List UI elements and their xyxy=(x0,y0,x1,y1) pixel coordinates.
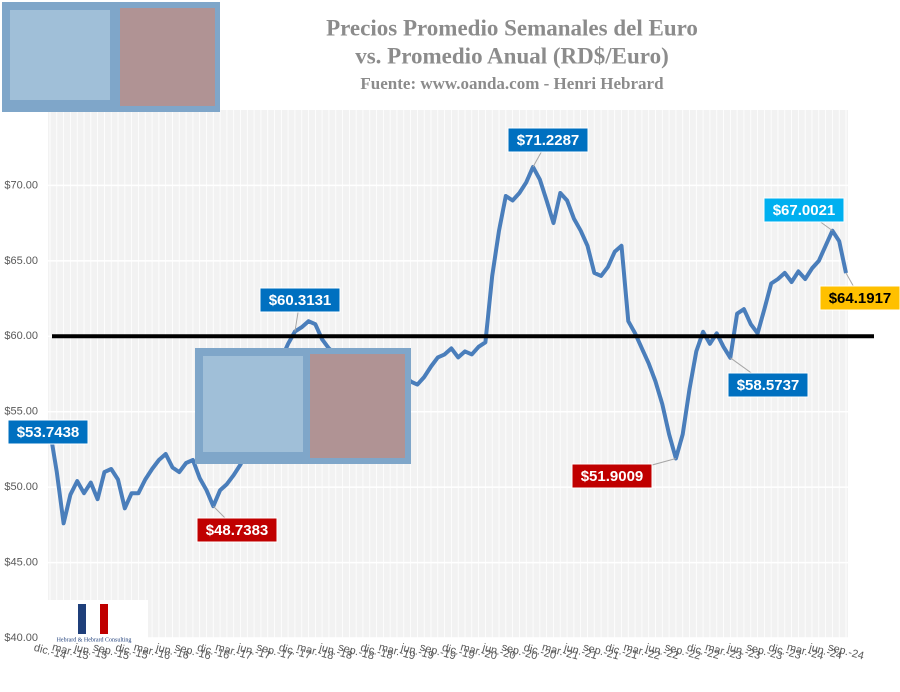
callout-label: $51.9009 xyxy=(581,468,644,485)
y-tick-label: $50.00 xyxy=(4,481,38,493)
callout-box xyxy=(727,372,809,398)
banknote-panel xyxy=(203,356,303,452)
callout-box xyxy=(507,127,589,153)
callout-box xyxy=(763,197,845,223)
callout-box xyxy=(259,287,341,313)
logo-text: Hebrard & Hebrard Consulting xyxy=(57,637,132,643)
chart-title: Precios Promedio Semanales del Euro xyxy=(326,15,698,40)
callout-box xyxy=(571,463,653,489)
banknote xyxy=(2,2,220,112)
callout-label: $53.7438 xyxy=(17,424,80,441)
callout-label: $48.7383 xyxy=(206,522,269,539)
callout-label: $67.0021 xyxy=(773,202,836,219)
callout-box xyxy=(7,419,89,445)
callout-label: $60.3131 xyxy=(269,292,332,309)
callout-label: $64.1917 xyxy=(829,290,892,307)
logo-bg xyxy=(40,600,148,644)
y-tick-label: $45.00 xyxy=(4,556,38,568)
callout-box xyxy=(819,285,900,311)
logo: Hebrard & Hebrard Consulting xyxy=(40,600,148,644)
y-tick-label: $40.00 xyxy=(4,632,38,644)
banknote-window xyxy=(120,8,215,106)
chart-source: Fuente: www.oanda.com - Henri Hebrard xyxy=(360,74,664,93)
callout-label: $58.5737 xyxy=(737,377,800,394)
y-tick-label: $55.00 xyxy=(4,406,38,418)
logo-bar xyxy=(78,604,86,634)
y-tick-label: $70.00 xyxy=(4,179,38,191)
callout-label: $71.2287 xyxy=(517,132,580,149)
logo-bar xyxy=(100,604,108,634)
banknote-panel xyxy=(10,10,110,100)
series-line xyxy=(48,164,848,526)
y-tick-label: $60.00 xyxy=(4,330,38,342)
callout-box xyxy=(196,517,278,543)
banknote xyxy=(195,348,411,464)
y-tick-label: $65.00 xyxy=(4,255,38,267)
plot-area xyxy=(48,110,848,638)
chart-subtitle: vs. Promedio Anual (RD$/Euro) xyxy=(355,43,669,68)
banknote-window xyxy=(310,354,405,458)
marks xyxy=(48,164,874,526)
